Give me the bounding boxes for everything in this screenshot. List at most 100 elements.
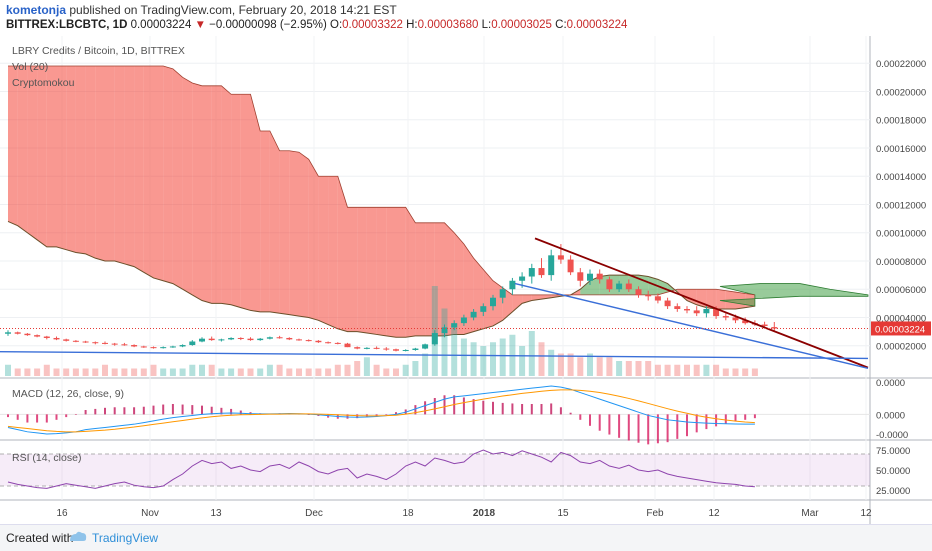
macd-histogram-bar xyxy=(230,408,233,415)
rsi-tick-label: 75.0000 xyxy=(876,446,910,457)
price-tick-label: 0.00004000 xyxy=(876,313,926,324)
volume-bar xyxy=(111,368,118,376)
candle-body xyxy=(703,309,710,314)
volume-bar xyxy=(296,368,302,376)
volume-bar xyxy=(654,364,661,376)
price-change: −0.00000098 (−2.95%) xyxy=(209,19,327,31)
candle-body xyxy=(53,337,60,340)
candle-body xyxy=(490,297,496,307)
volume-bar xyxy=(199,364,205,376)
candle-body xyxy=(92,342,99,344)
author-link[interactable]: kometonja xyxy=(6,3,67,17)
volume-bar xyxy=(179,368,186,376)
macd-histogram-bar xyxy=(695,414,698,433)
macd-histogram-bar xyxy=(637,414,640,443)
volume-bar xyxy=(645,361,652,376)
main-legend-title[interactable]: LBRY Credits / Bitcoin, 1D, BITTREX xyxy=(12,45,185,57)
candle-body xyxy=(383,348,390,350)
tradingview-brand-link[interactable]: TradingView xyxy=(92,531,159,545)
ichimoku-cloud-segment xyxy=(269,131,280,314)
volume-bar xyxy=(344,364,351,376)
candle-body xyxy=(460,317,467,324)
ichimoku-cloud-segment xyxy=(240,94,251,311)
ichimoku-cloud-segment xyxy=(512,294,523,312)
candle-body xyxy=(63,339,70,341)
close-value: 0.00003224 xyxy=(566,19,628,31)
volume-bar xyxy=(596,357,603,376)
macd-histogram-bar xyxy=(559,407,562,415)
macd-histogram-bar xyxy=(45,414,48,423)
ichimoku-cloud-segment xyxy=(347,207,358,332)
current-price-label: 0.00003224 xyxy=(875,324,925,335)
candle-body xyxy=(645,294,652,297)
tradingview-logo-icon[interactable] xyxy=(68,529,88,545)
current-price-badge xyxy=(871,321,931,336)
volume-bar xyxy=(286,368,293,376)
macd-histogram-bar xyxy=(511,403,514,415)
candle-body xyxy=(771,327,778,329)
volume-bar xyxy=(169,368,176,376)
macd-histogram-bar xyxy=(7,414,9,418)
macd-histogram-bar xyxy=(705,414,708,430)
ichimoku-cloud-segment xyxy=(66,66,76,253)
candle-body xyxy=(606,279,613,290)
volume-bar xyxy=(606,357,613,376)
macd-histogram-bar xyxy=(550,403,553,415)
candle-body xyxy=(509,280,516,290)
cryptomokou-legend[interactable]: Cryptomokou xyxy=(12,77,75,89)
volume-bar xyxy=(315,368,322,376)
ichimoku-cloud-segment xyxy=(134,66,144,273)
candle-body xyxy=(160,347,167,349)
candle-body xyxy=(237,337,244,339)
chart-area[interactable]: 0.00022000 0.00020000 0.00018000 0.00016000… xyxy=(0,36,932,524)
macd-histogram-bar xyxy=(113,407,116,415)
ichimoku-cloud-segment xyxy=(143,66,154,278)
candle-body xyxy=(344,343,351,348)
ichimoku-cloud-segment xyxy=(454,232,464,335)
time-tick-label: 12 xyxy=(860,508,872,519)
volume-bar xyxy=(393,368,399,376)
volume-bar xyxy=(693,364,700,376)
ichimoku-cloud-segment xyxy=(473,258,484,332)
ichimoku-cloud-segment xyxy=(648,276,658,295)
macd-histogram-bar xyxy=(220,407,223,415)
candle-body xyxy=(567,259,574,273)
macd-histogram-bar xyxy=(152,405,155,415)
volume-bar xyxy=(63,368,70,376)
volume-bar xyxy=(441,308,448,376)
candle-body xyxy=(296,339,302,341)
candle-body xyxy=(315,340,322,343)
volume-bar xyxy=(499,338,506,376)
macd-histogram-bar xyxy=(65,414,68,418)
volume-bar xyxy=(14,368,21,376)
ichimoku-cloud-segment xyxy=(444,222,455,336)
ichimoku-cloud-segment xyxy=(366,207,377,335)
candle-body xyxy=(179,345,186,347)
macd-histogram-bar xyxy=(598,414,601,431)
volume-bar xyxy=(218,368,225,376)
volume-bar xyxy=(92,368,99,376)
macd-legend[interactable]: MACD (12, 26, close, 9) xyxy=(12,388,125,400)
ichimoku-cloud-segment xyxy=(299,152,309,318)
macd-histogram-bar xyxy=(530,404,533,415)
ichimoku-cloud-segment xyxy=(124,66,135,267)
volume-bar xyxy=(625,361,632,376)
macd-histogram-bar xyxy=(210,406,213,415)
ichimoku-cloud-segment xyxy=(396,207,406,338)
header-bar: kometonja published on TradingView.com, … xyxy=(0,0,932,36)
macd-histogram-bar xyxy=(482,400,485,415)
symbol-label[interactable]: BITTREX:LBCBTC, 1D xyxy=(6,19,128,31)
candle-body xyxy=(208,338,215,341)
candle-body xyxy=(596,273,603,280)
ichimoku-cloud-segment xyxy=(95,66,105,261)
macd-histogram-bar xyxy=(589,414,591,426)
rsi-legend[interactable]: RSI (14, close) xyxy=(12,452,82,464)
time-tick-label: 2018 xyxy=(473,508,496,519)
macd-histogram-bar xyxy=(36,414,39,423)
volume-bar xyxy=(451,323,458,376)
high-value: 0.00003680 xyxy=(417,19,479,31)
candle-body xyxy=(286,337,293,340)
macd-histogram-bar xyxy=(618,414,621,438)
price-tick-label: 0.00020000 xyxy=(876,87,926,98)
volume-legend[interactable]: Vol (20) xyxy=(12,61,49,73)
